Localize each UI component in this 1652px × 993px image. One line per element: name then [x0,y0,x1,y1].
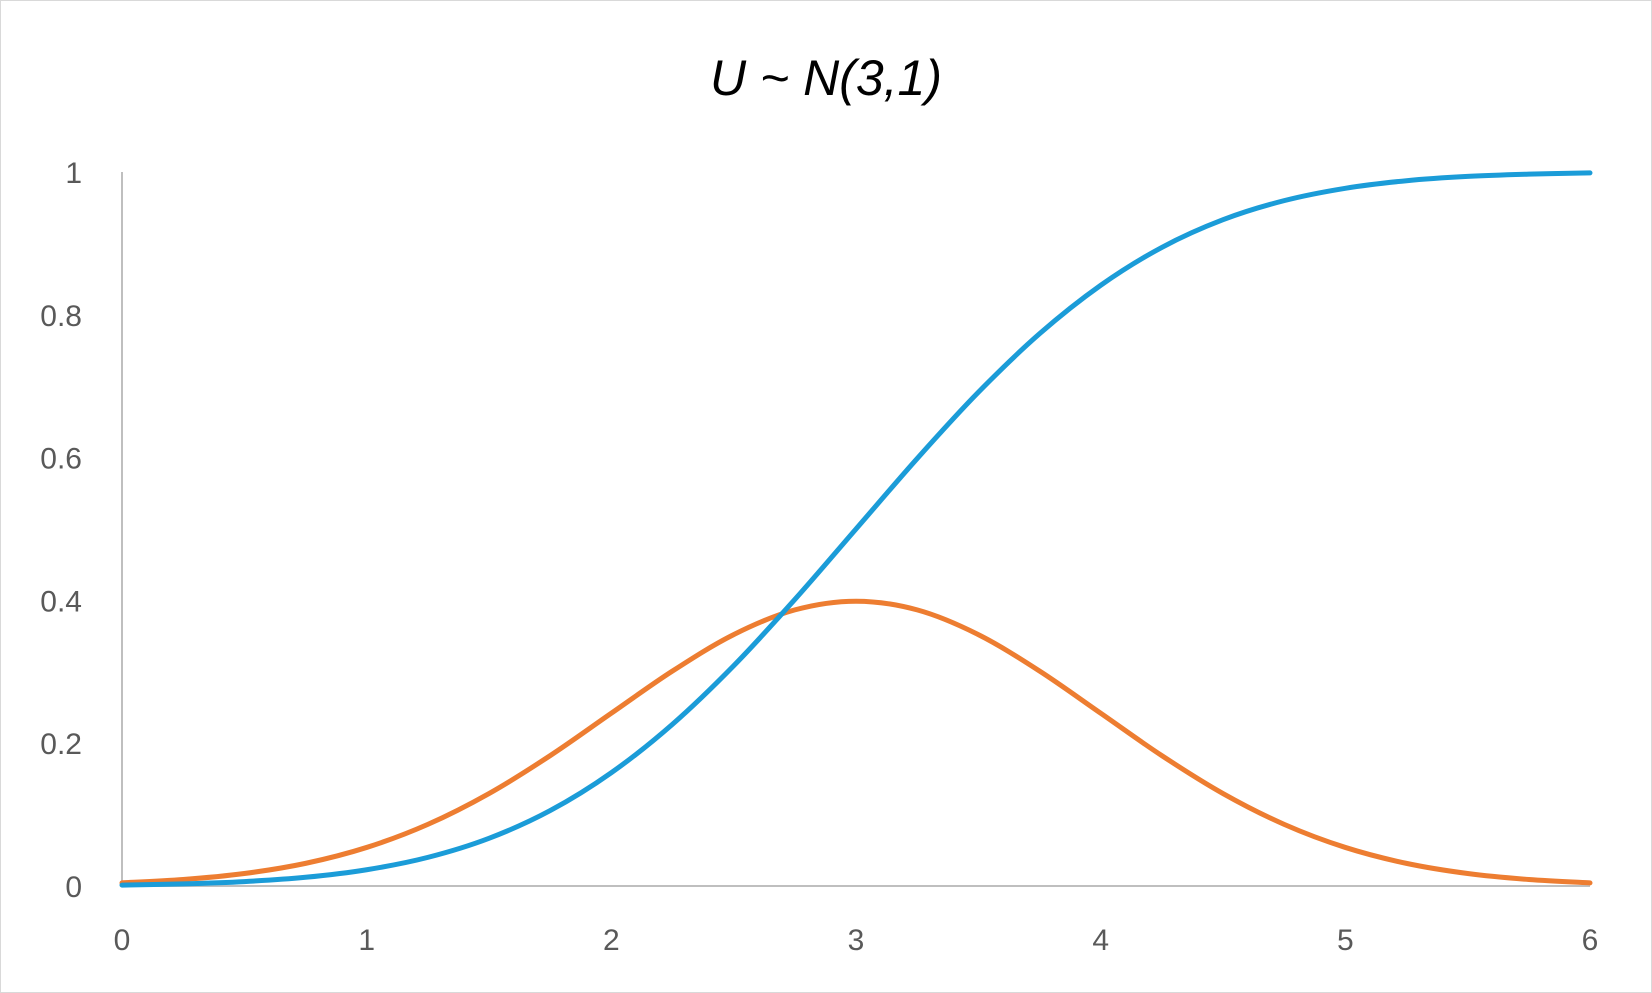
x-tick-label: 3 [848,924,865,957]
x-axis-ticks: 0 1 2 3 4 5 6 [114,924,1599,957]
chart-title: U ~ N(3,1) [710,50,942,106]
x-tick-label: 1 [358,924,375,957]
x-tick-label: 6 [1582,924,1599,957]
y-tick-label: 0 [65,871,82,904]
y-tick-label: 0.8 [40,300,82,333]
y-tick-label: 1 [65,157,82,190]
y-tick-label: 0.2 [40,728,82,761]
y-tick-label: 0.6 [40,443,82,476]
axes [121,172,1590,887]
series-layer [119,170,1593,888]
x-tick-label: 5 [1337,924,1354,957]
y-axis-ticks: 0 0.2 0.4 0.6 0.8 1 [40,157,82,904]
x-tick-label: 0 [114,924,131,957]
y-tick-label: 0.4 [40,585,82,618]
series-line-1 [119,598,1593,886]
x-tick-label: 4 [1092,924,1109,957]
series-line-2 [119,170,1593,888]
x-tick-label: 2 [603,924,620,957]
